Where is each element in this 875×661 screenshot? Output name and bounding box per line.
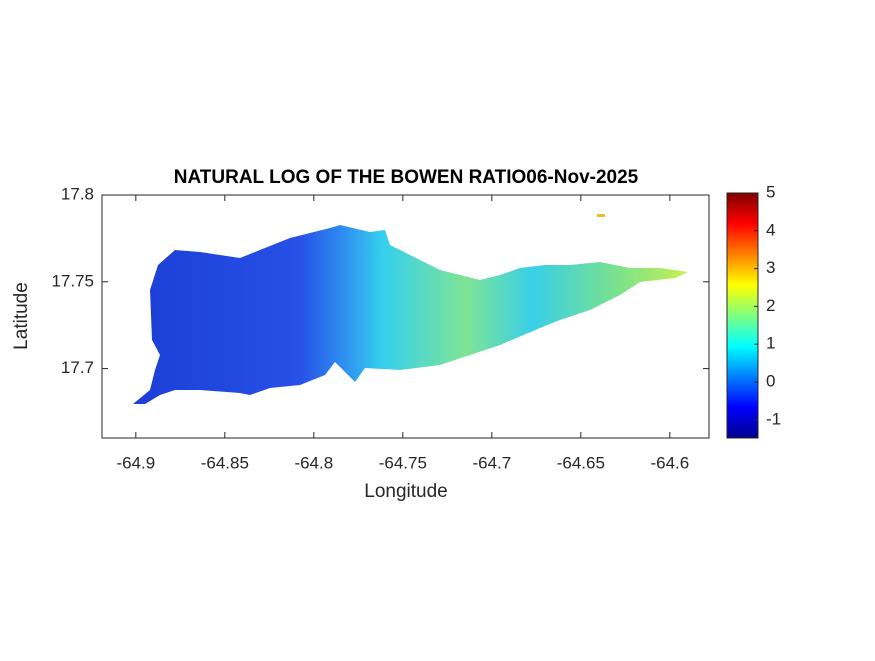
x-tick-label: -64.9 [116, 453, 155, 472]
colorbar-tick-label: 2 [766, 296, 775, 315]
axes-box [101, 194, 710, 439]
x-tick-label: -64.65 [557, 453, 605, 472]
x-tick-label: -64.85 [201, 453, 249, 472]
y-axis-label: Latitude [11, 282, 32, 350]
y-tick-label: 17.7 [61, 358, 94, 377]
x-tick-label: -64.75 [379, 453, 427, 472]
x-tick-label: -64.7 [472, 453, 511, 472]
colorbar-tick-label: 0 [766, 372, 775, 391]
x-tick-label: -64.8 [294, 453, 333, 472]
chart-title: NATURAL LOG OF THE BOWEN RATIO06-Nov-202… [174, 167, 639, 188]
islet [597, 214, 605, 217]
colorbar-tick-label: -1 [766, 409, 781, 428]
colorbar-tick-label: 3 [766, 258, 775, 277]
colorbar-tick-label: 5 [766, 182, 775, 201]
colorbar-tick-label: 1 [766, 334, 775, 353]
y-tick-label: 17.75 [51, 271, 94, 290]
island-field [133, 225, 688, 404]
x-tick-label: -64.6 [650, 453, 689, 472]
colorbar [726, 192, 759, 439]
colorbar-tick-label: 4 [766, 220, 775, 239]
y-tick-label: 17.8 [61, 184, 94, 203]
x-axis-label: Longitude [364, 481, 447, 502]
